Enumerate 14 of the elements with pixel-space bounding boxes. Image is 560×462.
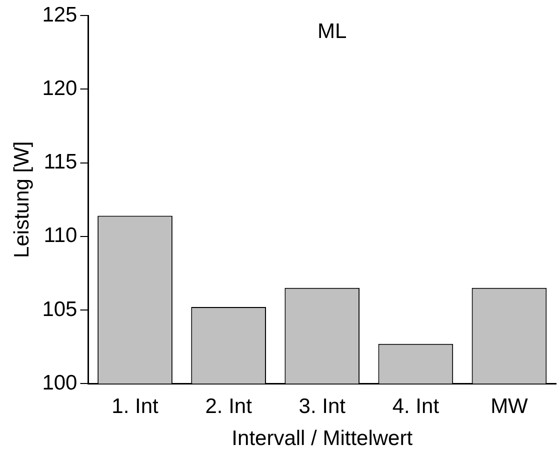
y-tick-label: 110	[44, 224, 78, 248]
y-tick-label: 125	[42, 3, 78, 26]
chart-title: ML	[318, 20, 347, 43]
y-axis-title: Leistung [W]	[10, 141, 34, 258]
x-axis-title: Intervall / Mittelwert	[232, 427, 413, 450]
x-tick-label: 1. Int	[112, 394, 159, 418]
x-tick-label: 4. Int	[392, 394, 440, 418]
y-tick-label: 120	[42, 76, 78, 100]
x-tick-label: 2. Int	[205, 394, 252, 418]
y-tick-label: 105	[42, 298, 78, 321]
y-tick-label: 115	[44, 150, 78, 174]
y-tick-label: 100	[42, 371, 78, 394]
x-tick-label: MW	[490, 394, 528, 418]
x-tick-label: 3. Int	[298, 394, 346, 418]
